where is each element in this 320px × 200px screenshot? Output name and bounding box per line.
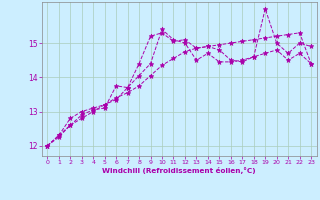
X-axis label: Windchill (Refroidissement éolien,°C): Windchill (Refroidissement éolien,°C) — [102, 167, 256, 174]
